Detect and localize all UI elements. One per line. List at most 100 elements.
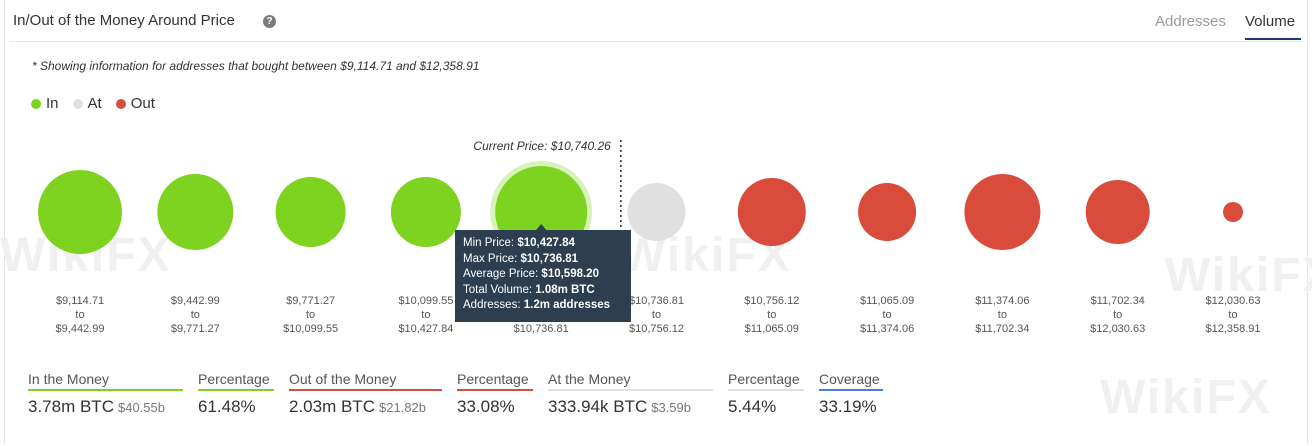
bubble-in (275, 177, 346, 247)
tooltip-pointer (535, 224, 548, 231)
tooltip-min-label: Min Price: (463, 237, 518, 249)
bucket-to-label: $10,756.12 (629, 323, 684, 335)
stat-label: Percentage (728, 371, 800, 387)
tooltip-addr-label: Addresses: (463, 299, 524, 311)
bucket-from-label: $10,099.55 (398, 295, 453, 307)
stat-value: 5.44% (728, 397, 777, 416)
tooltip-max-row: Max Price: $10,736.81 (463, 252, 623, 268)
tooltip-max-label: Max Price: (463, 252, 521, 265)
bucket-from-label: $10,756.12 (744, 295, 799, 307)
legend-dot-in (31, 98, 41, 109)
stat-value-main: 333.94k BTC (548, 397, 648, 416)
legend: In At Out (31, 95, 155, 112)
bucket-joiner-label: to (767, 309, 776, 321)
bucket-from-label: $9,771.27 (286, 295, 335, 307)
bubble-in (38, 170, 122, 254)
bucket-joiner-label: to (421, 309, 430, 321)
bubble-at (627, 183, 686, 241)
bubble-out (964, 174, 1041, 250)
tooltip-vol-label: Total Volume: (463, 283, 536, 296)
bucket-joiner-label: to (883, 309, 892, 321)
stat-value: 333.94k BTC $3.59b (548, 397, 691, 417)
bubble-in (390, 177, 461, 247)
stat-underline (548, 389, 713, 391)
legend-item-in[interactable]: In (31, 95, 59, 112)
header-divider (10, 41, 1302, 42)
bucket-from-label: $11,374.06 (975, 295, 1029, 307)
tooltip-min-value: $10,427.84 (517, 237, 575, 249)
bucket-to-label: $11,702.34 (975, 323, 1029, 335)
stat-label: Percentage (457, 371, 529, 387)
tooltip-min-row: Min Price: $10,427.84 (463, 236, 623, 252)
tooltip-avg-row: Average Price: $10,598.20 (463, 267, 623, 283)
stat-label: Percentage (198, 371, 270, 387)
tab-addresses[interactable]: Addresses (1155, 13, 1226, 30)
tooltip-max-value: $10,736.81 (520, 252, 579, 265)
bucket-to-label: $10,099.55 (283, 323, 338, 335)
tooltip-vol-value: 1.08m BTC (535, 283, 595, 296)
tooltip-avg-label: Average Price: (463, 268, 542, 280)
bucket-to-label: $10,427.84 (398, 323, 453, 335)
bucket-to-label: $9,771.27 (171, 323, 220, 335)
current-price-label: Current Price: $10,740.26 (473, 139, 611, 153)
bucket-to-label: $11,065.09 (745, 323, 799, 335)
legend-dot-at (72, 98, 83, 109)
stat-label: At the Money (548, 371, 631, 387)
stat-label: Out of the Money (289, 371, 397, 387)
stat-underline (198, 389, 274, 391)
bucket-from-label: $11,702.34 (1091, 295, 1145, 307)
stat-label: In the Money (28, 371, 109, 387)
bucket-to-label: $12,030.63 (1090, 323, 1145, 335)
stat-label: Coverage (819, 371, 880, 387)
bubble-tooltip: Min Price: $10,427.84 Max Price: $10,736… (455, 230, 631, 322)
bucket-from-label: $9,442.99 (171, 295, 220, 307)
stat-underline (457, 389, 533, 391)
bucket-from-label: $12,030.63 (1205, 295, 1260, 307)
legend-label-in: In (46, 95, 59, 112)
stat-value-sub: $3.59b (651, 400, 691, 415)
bubble-out (737, 178, 806, 246)
bucket-to-label: $10,736.81 (514, 323, 569, 335)
bucket-joiner-label: to (75, 309, 84, 321)
stat-value-main: 3.78m BTC (28, 397, 114, 416)
bucket-from-label: $9,114.71 (56, 295, 104, 307)
help-icon[interactable]: ? (263, 15, 276, 28)
legend-label-out: Out (130, 95, 155, 112)
legend-label-at: At (87, 95, 102, 112)
bucket-to-label: $11,374.06 (860, 323, 914, 335)
legend-dot-out (115, 98, 126, 109)
bucket-from-label: $10,736.81 (629, 295, 684, 307)
bubble-out (858, 183, 917, 241)
stat-underline (728, 389, 804, 391)
widget-frame (4, 0, 1308, 444)
bubble-in (157, 174, 234, 250)
stat-underline (819, 389, 883, 391)
range-note: * Showing information for addresses that… (32, 59, 480, 73)
bubble-out (1085, 180, 1150, 244)
tab-volume[interactable]: Volume (1245, 13, 1296, 30)
bucket-joiner-label: to (998, 309, 1007, 321)
bubble-out (1223, 202, 1243, 222)
legend-item-at[interactable]: At (72, 95, 102, 112)
bucket-joiner-label: to (191, 309, 200, 321)
bucket-joiner-label: to (1228, 309, 1237, 321)
stat-value: 33.08% (457, 397, 515, 416)
stat-value-sub: $40.55b (117, 400, 165, 415)
stat-value: 3.78m BTC $40.55b (28, 397, 165, 417)
stat-underline (28, 389, 183, 391)
tooltip-addr-row: Addresses: 1.2m addresses (463, 298, 623, 314)
bucket-to-label: $9,442.99 (56, 323, 105, 335)
active-tab-indicator (1245, 38, 1301, 40)
stat-value-sub: $21.82b (378, 400, 426, 415)
tooltip-avg-value: $10,598.20 (541, 268, 599, 280)
bubble-chart: Current Price: $10,740.26 $9,114.71 to $9,4… (38, 139, 1261, 335)
tooltip-addr-value: 1.2m addresses (523, 299, 611, 311)
tooltip-vol-row: Total Volume: 1.08m BTC (463, 283, 623, 299)
stat-value-main: 2.03m BTC (289, 397, 375, 416)
bucket-joiner-label: to (306, 309, 315, 321)
legend-item-out[interactable]: Out (115, 95, 155, 112)
stat-underline (289, 389, 442, 391)
bucket-to-label: $12,358.91 (1205, 323, 1260, 335)
stat-value: 61.48% (198, 397, 256, 416)
bucket-joiner-label: to (652, 309, 661, 321)
